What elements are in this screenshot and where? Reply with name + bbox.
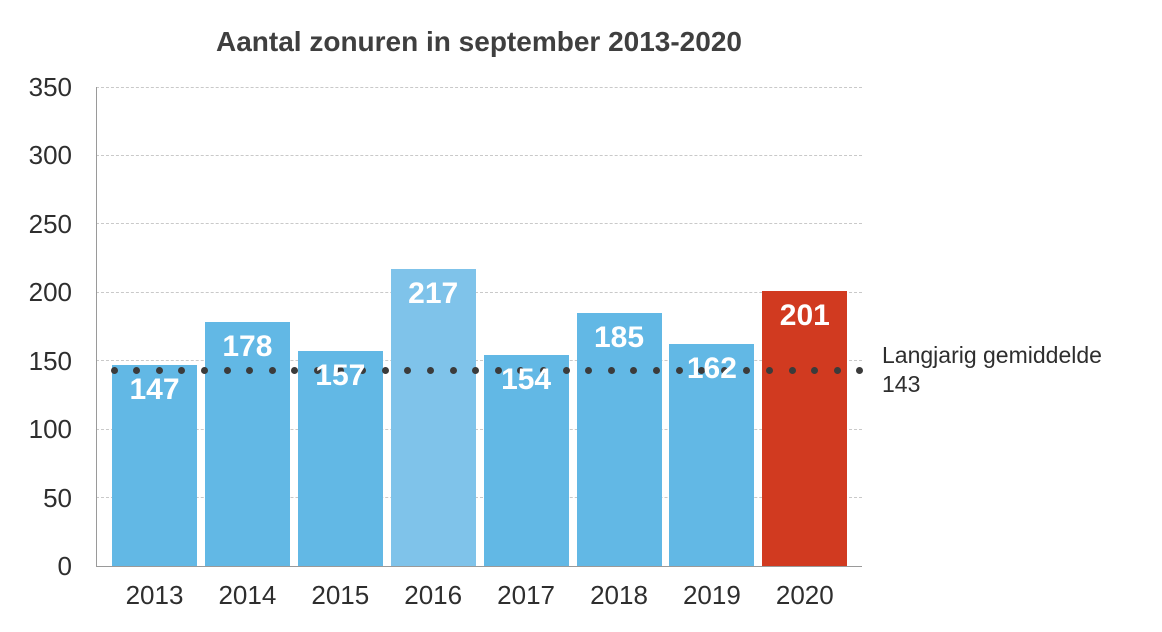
average-line-dot xyxy=(359,366,367,374)
bar-value-label-2019: 162 xyxy=(686,352,737,386)
average-line-dot xyxy=(313,366,321,374)
y-gridline xyxy=(96,360,862,362)
y-gridline xyxy=(96,154,862,156)
average-line-dot xyxy=(675,366,683,374)
bar-value-label-2020: 201 xyxy=(779,298,830,332)
average-line-dot xyxy=(833,366,841,374)
x-axis-tick-label-2016: 2016 xyxy=(404,580,463,610)
y-gridline xyxy=(96,291,862,293)
y-axis-tick-label: 0 xyxy=(57,551,72,581)
average-line-dot xyxy=(178,366,186,374)
average-line-dot xyxy=(426,366,434,374)
x-axis-tick-label-2020: 2020 xyxy=(775,580,834,610)
x-axis-tick-label-2018: 2018 xyxy=(590,580,648,610)
x-axis-tick-label-2014: 2014 xyxy=(218,580,277,610)
average-line-dot xyxy=(246,366,254,374)
x-axis-tick-label-2017: 2017 xyxy=(497,580,556,610)
average-line-dot xyxy=(743,366,751,374)
x-axis-tick-label-2013: 2013 xyxy=(125,580,184,610)
y-axis-tick-label: 250 xyxy=(28,208,72,239)
average-line-label-value: 143 xyxy=(882,371,921,398)
average-line-dot xyxy=(811,366,819,374)
bar-2015 xyxy=(297,351,383,566)
y-gridline xyxy=(96,223,862,225)
average-line-dot xyxy=(788,366,796,374)
average-line-dot xyxy=(652,366,660,374)
average-line-dot xyxy=(336,366,344,374)
average-line-dot xyxy=(494,366,502,374)
x-axis-tick-label-2019: 2019 xyxy=(682,580,741,610)
average-line-dot xyxy=(133,366,141,374)
y-axis-tick-label: 300 xyxy=(28,140,72,171)
average-line-dot xyxy=(607,366,615,374)
average-line-dot xyxy=(472,366,480,374)
bar-value-label-2015: 157 xyxy=(315,359,366,393)
average-line-dot xyxy=(404,366,412,374)
average-line-dot xyxy=(110,366,118,374)
average-line-dot xyxy=(856,366,864,374)
average-line-dot xyxy=(765,366,773,374)
bar-2018 xyxy=(576,312,662,566)
bar-2020 xyxy=(762,290,848,566)
average-line-dot xyxy=(291,366,299,374)
average-line-dot xyxy=(720,366,728,374)
y-axis-tick-label: 350 xyxy=(28,72,72,102)
average-line-dot xyxy=(223,366,231,374)
y-gridline xyxy=(96,497,862,499)
average-line-dot xyxy=(200,366,208,374)
average-line-dot xyxy=(698,366,706,374)
y-axis-tick-label: 200 xyxy=(28,277,72,308)
bar-2017 xyxy=(483,355,569,566)
y-gridline xyxy=(96,86,862,88)
y-axis-tick-label: 100 xyxy=(28,414,72,445)
average-line-dot xyxy=(449,366,457,374)
average-line-dot xyxy=(562,366,570,374)
y-axis-tick-label: 150 xyxy=(28,345,72,376)
bar-2013 xyxy=(112,364,197,566)
average-line-label: Langjarig gemiddelde 143 xyxy=(882,341,1102,399)
bar-2014 xyxy=(204,322,290,566)
x-axis-tick-label-2015: 2015 xyxy=(311,580,370,610)
bar-value-label-2013: 147 xyxy=(129,372,180,406)
bar-2016 xyxy=(390,269,476,566)
average-line-dot xyxy=(539,366,547,374)
bar-value-label-2018: 185 xyxy=(593,320,645,354)
y-axis-tick-label: 50 xyxy=(43,482,72,513)
bar-value-label-2017: 154 xyxy=(501,363,552,397)
average-line-dot xyxy=(517,366,525,374)
y-axis-line xyxy=(96,87,97,566)
bar-value-label-2014: 178 xyxy=(222,330,273,364)
chart-title: Aantal zonuren in september 2013-2020 xyxy=(216,26,742,57)
x-axis-line xyxy=(96,566,862,567)
y-gridline xyxy=(96,428,862,430)
average-line-dot xyxy=(585,366,593,374)
average-line-dot xyxy=(155,366,163,374)
bar-value-label-2016: 217 xyxy=(408,277,459,311)
average-line-label-text: Langjarig gemiddelde xyxy=(882,342,1102,369)
average-line-dot xyxy=(268,366,276,374)
bar-2019 xyxy=(669,344,755,566)
average-line-dot xyxy=(381,366,389,374)
average-line-dot xyxy=(630,366,638,374)
